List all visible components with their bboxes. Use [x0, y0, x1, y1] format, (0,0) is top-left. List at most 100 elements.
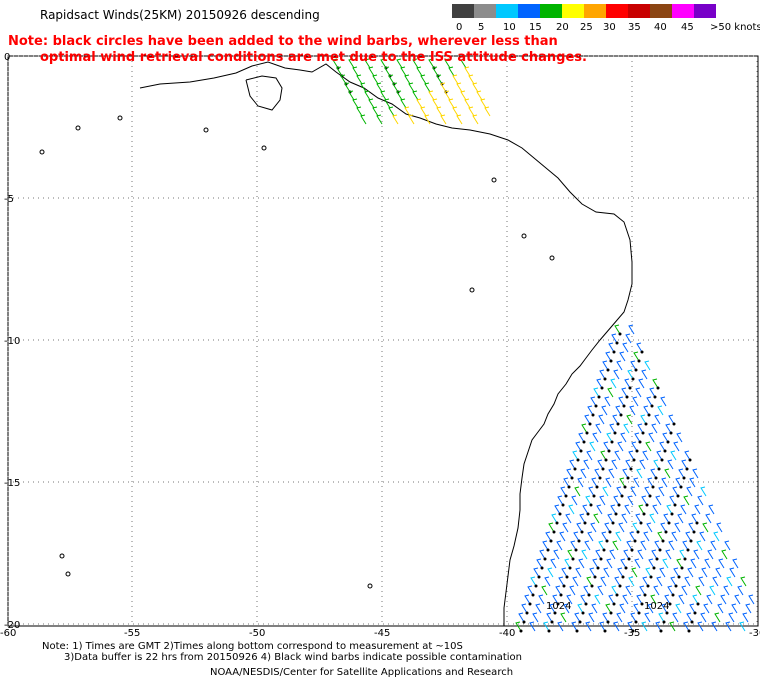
wind-barb [673, 441, 680, 452]
contamination-dot [603, 377, 607, 381]
wind-barb [587, 531, 594, 542]
wind-barb [669, 495, 676, 506]
wind-barb [356, 74, 363, 85]
contamination-dot [659, 629, 663, 633]
wind-barb [570, 540, 577, 551]
wind-barb [456, 114, 463, 125]
wind-barb [577, 603, 584, 614]
wind-barb [647, 477, 654, 488]
contamination-dot [528, 602, 532, 606]
wind-barb [620, 432, 627, 443]
wind-barbs [332, 58, 755, 633]
contamination-dot [619, 413, 623, 417]
legend-swatch [606, 4, 628, 18]
legend-swatch [518, 4, 540, 18]
footer-line-3: NOAA/NESDIS/Center for Satellite Applica… [210, 667, 514, 678]
wind-barb [544, 576, 551, 587]
wind-barb [552, 594, 559, 605]
contamination-dot [627, 557, 631, 561]
wind-barb [601, 405, 608, 416]
wind-barb [545, 531, 552, 542]
wind-barb [555, 585, 562, 596]
contamination-dot [664, 530, 668, 534]
lon-tick-label: -60 [0, 628, 16, 639]
wind-barb [580, 468, 587, 479]
wind-barb [644, 360, 651, 371]
legend-swatch [628, 4, 650, 18]
contamination-dot [556, 602, 560, 606]
wind-barb [380, 58, 387, 69]
contamination-dot [606, 368, 610, 372]
wind-barb [468, 106, 475, 117]
wind-barb [607, 387, 614, 398]
contamination-dot [605, 539, 609, 543]
contamination-dot [596, 566, 600, 570]
wind-barb [702, 522, 709, 533]
wind-barb [621, 387, 628, 398]
track-label-1: 1024 [546, 601, 571, 612]
wind-barb [529, 621, 536, 632]
contamination-dot [668, 602, 672, 606]
wind-barb [577, 477, 584, 488]
wind-barb [592, 432, 599, 443]
wind-barb [484, 106, 491, 117]
contamination-dot [643, 593, 647, 597]
wind-barb [575, 567, 582, 578]
wind-barb [641, 369, 648, 380]
contamination-dot [624, 566, 628, 570]
wind-barb [686, 612, 693, 623]
wind-barb [711, 621, 718, 632]
contamination-dot [579, 449, 583, 453]
contamination-dot [620, 494, 624, 498]
wind-barb [550, 558, 557, 569]
wind-barb [604, 396, 611, 407]
wind-barb [630, 486, 637, 497]
contamination-dot [693, 611, 697, 615]
contamination-dot [633, 539, 637, 543]
wind-barb [698, 576, 705, 587]
wind-barb [681, 459, 688, 470]
wind-barb [560, 486, 567, 497]
wind-barb [584, 414, 591, 425]
contamination-dot [603, 629, 607, 633]
wind-barb [464, 66, 471, 77]
wind-barb [597, 585, 604, 596]
wind-barb [627, 495, 634, 506]
contamination-dot [656, 386, 660, 390]
wind-barb [592, 558, 599, 569]
contamination-dot [519, 629, 523, 633]
note-line-2: optimal wind retrieval conditions are me… [40, 50, 587, 65]
wind-barb [633, 477, 640, 488]
wind-barb [653, 459, 660, 470]
wind-barb [620, 558, 627, 569]
wind-barb [632, 396, 639, 407]
wind-barb [626, 540, 633, 551]
contamination-dot [653, 395, 657, 399]
wind-barb [665, 549, 672, 560]
wind-barb [581, 549, 588, 560]
wind-barb [614, 450, 621, 461]
wind-barb [392, 82, 399, 93]
wind-barb [646, 396, 653, 407]
wind-barb [661, 603, 668, 614]
wind-barb [670, 450, 677, 461]
wind-barb [416, 66, 423, 77]
legend-label: 20 [556, 22, 569, 33]
contamination-dot [646, 584, 650, 588]
wind-barb [652, 504, 659, 515]
wind-barb [572, 450, 579, 461]
wind-barb [556, 540, 563, 551]
wind-barb [464, 98, 471, 109]
contamination-dot [610, 440, 614, 444]
wind-barb [639, 459, 646, 470]
contamination-dot [642, 512, 646, 516]
wind-barb [622, 342, 629, 353]
wind-barb [420, 74, 427, 85]
lat-tick-label: -20 [4, 620, 20, 631]
wind-barb [535, 603, 542, 614]
wind-barb [400, 98, 407, 109]
lon-tick-label: -45 [374, 628, 390, 639]
wind-barb [581, 423, 588, 434]
footer-line-1: Note: 1) Times are GMT 2)Times along bot… [42, 641, 463, 652]
axis-ticks: -60 -55 -50 -45 -40 -35 -30 0 -5 -10 -15 -20 [0, 52, 760, 639]
